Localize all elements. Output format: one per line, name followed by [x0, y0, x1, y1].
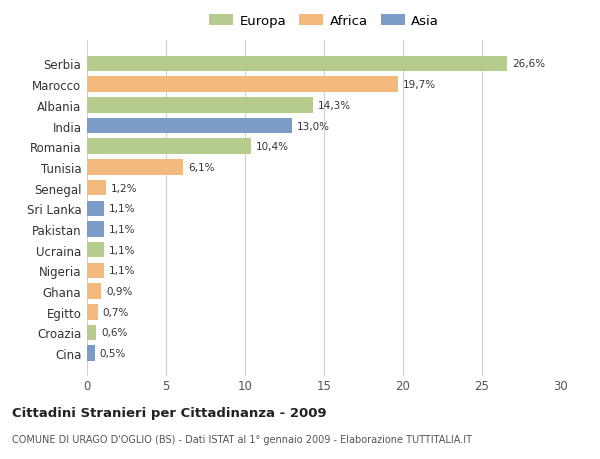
- Bar: [87, 222, 104, 237]
- Text: COMUNE DI URAGO D'OGLIO (BS) - Dati ISTAT al 1° gennaio 2009 - Elaborazione TUTT: COMUNE DI URAGO D'OGLIO (BS) - Dati ISTA…: [12, 434, 472, 444]
- Text: 1,1%: 1,1%: [109, 245, 136, 255]
- Text: 14,3%: 14,3%: [317, 101, 351, 111]
- Bar: [87, 180, 106, 196]
- Text: 26,6%: 26,6%: [512, 59, 545, 69]
- Text: 6,1%: 6,1%: [188, 162, 215, 173]
- Text: 13,0%: 13,0%: [297, 121, 330, 131]
- Text: 10,4%: 10,4%: [256, 142, 289, 152]
- Text: Cittadini Stranieri per Cittadinanza - 2009: Cittadini Stranieri per Cittadinanza - 2…: [12, 406, 326, 419]
- Text: 0,7%: 0,7%: [103, 307, 129, 317]
- Bar: [87, 263, 104, 279]
- Bar: [87, 284, 101, 299]
- Bar: [87, 304, 98, 320]
- Bar: [87, 98, 313, 113]
- Bar: [87, 118, 292, 134]
- Legend: Europa, Africa, Asia: Europa, Africa, Asia: [209, 15, 439, 28]
- Bar: [87, 201, 104, 217]
- Text: 0,9%: 0,9%: [106, 286, 133, 297]
- Text: 1,1%: 1,1%: [109, 224, 136, 235]
- Text: 0,6%: 0,6%: [101, 328, 128, 338]
- Bar: [87, 56, 507, 72]
- Text: 1,1%: 1,1%: [109, 266, 136, 276]
- Text: 0,5%: 0,5%: [100, 348, 126, 358]
- Text: 1,1%: 1,1%: [109, 204, 136, 214]
- Bar: [87, 77, 398, 93]
- Bar: [87, 325, 97, 341]
- Bar: [87, 160, 184, 175]
- Text: 1,2%: 1,2%: [111, 183, 137, 193]
- Bar: [87, 346, 95, 361]
- Bar: [87, 242, 104, 258]
- Text: 19,7%: 19,7%: [403, 80, 436, 90]
- Bar: [87, 139, 251, 155]
